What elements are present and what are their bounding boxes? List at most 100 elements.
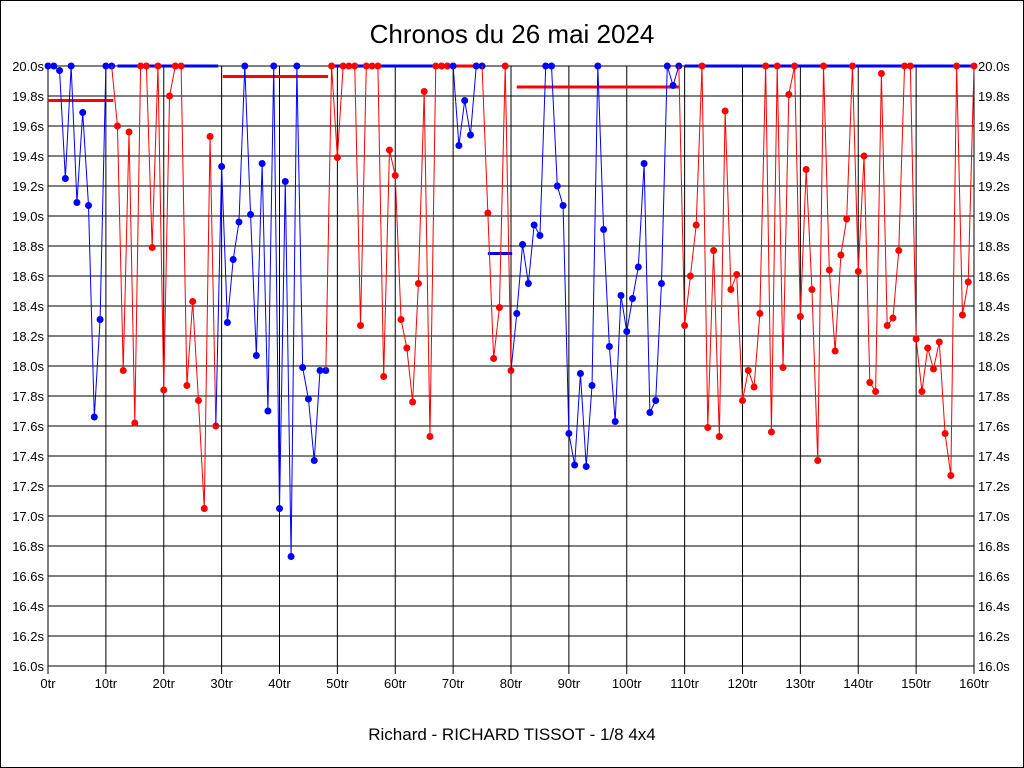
data-point-blue <box>657 280 665 287</box>
data-point-red <box>160 386 168 394</box>
y-tick-label-left: 19.8s <box>12 89 44 104</box>
data-point-blue <box>90 413 98 421</box>
y-tick-label-left: 17.6s <box>12 419 44 434</box>
data-point-blue <box>102 62 110 70</box>
data-point-blue <box>44 62 52 70</box>
data-point-red <box>964 278 972 286</box>
y-tick-label-right: 17.4s <box>978 449 1010 464</box>
data-point-red <box>901 62 909 70</box>
data-point-blue <box>96 316 104 323</box>
data-point-red <box>762 62 770 70</box>
data-point-blue <box>466 131 474 139</box>
x-tick-label: 140tr <box>843 676 873 691</box>
data-point-blue <box>61 175 69 182</box>
y-tick-label-right: 18.8s <box>978 239 1010 254</box>
data-point-blue <box>455 142 463 149</box>
chart-title: Chronos du 26 mai 2024 <box>370 19 655 49</box>
data-point-red <box>183 382 191 389</box>
data-point-red <box>912 335 920 343</box>
data-point-blue <box>235 218 243 226</box>
data-point-blue <box>472 62 480 70</box>
y-tick-label-left: 18.2s <box>12 329 44 344</box>
data-point-blue <box>669 82 677 89</box>
data-point-red <box>351 62 359 70</box>
data-point-blue <box>50 62 58 70</box>
y-tick-label-right: 17.6s <box>978 419 1010 434</box>
data-point-red <box>409 398 417 406</box>
data-point-red <box>189 298 197 305</box>
data-point-blue <box>559 202 567 209</box>
axis-ticks: 16.0s 16.0s 16.2s 16.2s 16.4s 16.4s 16.6s 16.6s… <box>12 59 1010 691</box>
series-line-red <box>678 65 975 476</box>
data-point-red <box>345 62 353 70</box>
data-point-red <box>854 268 862 275</box>
data-point-blue <box>310 457 318 464</box>
data-point-red <box>883 322 891 329</box>
data-point-blue <box>241 62 249 70</box>
x-tick-label: 10tr <box>95 676 118 691</box>
data-point-red <box>785 91 793 98</box>
data-point-red <box>154 62 162 70</box>
y-tick-label-left: 16.6s <box>12 569 44 584</box>
data-point-red <box>721 107 729 115</box>
series-line-red <box>325 65 448 437</box>
x-tick-label: 90tr <box>558 676 581 691</box>
y-tick-label-right: 19.4s <box>978 149 1010 164</box>
data-point-blue <box>85 202 93 209</box>
data-point-red <box>125 128 133 136</box>
data-point-red <box>877 70 885 77</box>
data-point-red <box>744 367 752 374</box>
y-tick-label-left: 19.2s <box>12 179 44 194</box>
data-point-blue <box>582 463 590 470</box>
data-point-red <box>137 62 145 70</box>
y-tick-label-left: 18.6s <box>12 269 44 284</box>
data-point-red <box>970 62 978 70</box>
series <box>44 62 978 560</box>
x-tick-label: 20tr <box>153 676 176 691</box>
data-point-blue <box>663 62 671 70</box>
data-point-blue <box>73 199 81 206</box>
x-tick-label: 150tr <box>901 676 931 691</box>
data-point-red <box>206 133 214 140</box>
data-point-blue <box>553 182 561 190</box>
data-point-red <box>860 152 868 160</box>
data-point-red <box>339 62 347 70</box>
x-tick-label: 40tr <box>268 676 291 691</box>
y-tick-label-left: 16.2s <box>12 629 44 644</box>
data-point-blue <box>588 382 596 389</box>
data-point-red <box>501 62 509 70</box>
data-point-blue <box>229 256 237 263</box>
y-tick-label-left: 19.4s <box>12 149 44 164</box>
data-point-blue <box>264 407 272 415</box>
data-point-red <box>820 62 828 70</box>
data-point-red <box>490 355 498 362</box>
data-point-red <box>947 472 955 479</box>
data-point-blue <box>276 505 283 512</box>
data-point-red <box>767 428 775 436</box>
data-point-red <box>177 62 185 70</box>
data-point-red <box>484 209 492 217</box>
data-point-blue <box>536 232 544 239</box>
data-point-blue <box>571 461 579 469</box>
y-tick-label-right: 18.4s <box>978 299 1010 314</box>
data-point-red <box>200 505 208 512</box>
data-point-blue <box>646 409 654 416</box>
data-point-red <box>895 247 903 254</box>
data-point-red <box>333 154 341 161</box>
y-tick-label-right: 19.2s <box>978 179 1010 194</box>
data-point-blue <box>316 367 324 374</box>
x-tick-label: 70tr <box>442 676 465 691</box>
data-point-red <box>420 88 428 95</box>
data-point-red <box>814 457 822 464</box>
data-point-blue <box>548 62 556 70</box>
data-point-red <box>756 310 764 317</box>
data-point-blue <box>617 292 625 299</box>
data-point-red <box>414 280 422 287</box>
data-point-blue <box>605 343 613 350</box>
data-point-red <box>929 365 937 373</box>
data-point-blue <box>67 62 75 70</box>
data-point-red <box>739 397 746 404</box>
data-point-red <box>403 344 411 352</box>
